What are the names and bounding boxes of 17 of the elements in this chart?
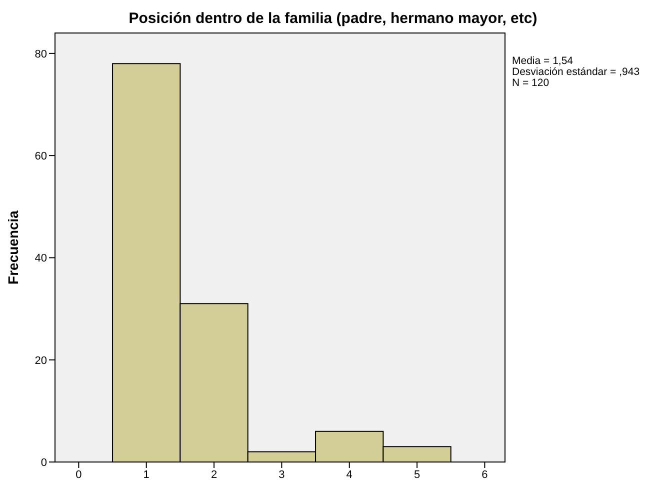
- chart-title: Posición dentro de la familia (padre, hermano mayor, etc): [128, 10, 538, 27]
- text: Media = 1,54: [512, 55, 574, 67]
- y-tick-label: 0: [40, 456, 47, 469]
- x-tick-label: 5: [414, 468, 420, 481]
- x-tick-label: 0: [76, 468, 82, 481]
- text: N = 120: [512, 77, 550, 89]
- x-tick-label: 6: [482, 468, 488, 481]
- y-tick-label: 80: [34, 48, 47, 60]
- y-tick-label: 40: [34, 252, 47, 265]
- x-tick-label: 4: [346, 468, 352, 481]
- text: Desviación estándar = ,943: [512, 66, 640, 78]
- x-tick-label: 2: [210, 468, 218, 481]
- x-tick-label: 1: [143, 468, 150, 481]
- x-tick-label: 3: [278, 468, 285, 481]
- y-tick-label: 20: [34, 354, 47, 367]
- y-tick-label: 60: [34, 150, 47, 162]
- y-axis-title: Frecuencia: [4, 210, 21, 284]
